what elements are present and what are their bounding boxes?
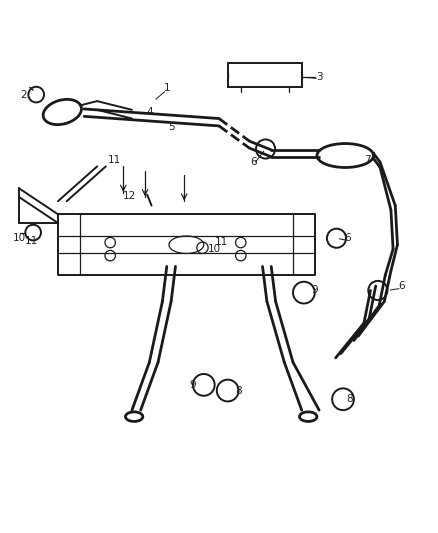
Text: 7: 7 bbox=[364, 155, 370, 165]
Text: 11: 11 bbox=[108, 155, 121, 165]
Text: 12: 12 bbox=[123, 191, 136, 200]
Text: 10: 10 bbox=[208, 244, 221, 254]
Text: 9: 9 bbox=[190, 380, 196, 390]
Text: 3: 3 bbox=[316, 72, 322, 82]
Text: 4: 4 bbox=[146, 107, 153, 117]
Text: 9: 9 bbox=[311, 286, 318, 295]
Text: 11: 11 bbox=[25, 236, 38, 246]
Text: 1: 1 bbox=[163, 83, 170, 93]
Text: 8: 8 bbox=[346, 394, 353, 404]
Text: 10: 10 bbox=[13, 233, 26, 243]
Text: 6: 6 bbox=[344, 233, 351, 243]
Text: 2: 2 bbox=[20, 90, 26, 100]
Text: 6: 6 bbox=[399, 281, 405, 291]
Text: 5: 5 bbox=[168, 122, 174, 132]
Text: 6: 6 bbox=[251, 157, 257, 167]
Text: 11: 11 bbox=[215, 237, 228, 247]
Text: 8: 8 bbox=[235, 385, 242, 395]
